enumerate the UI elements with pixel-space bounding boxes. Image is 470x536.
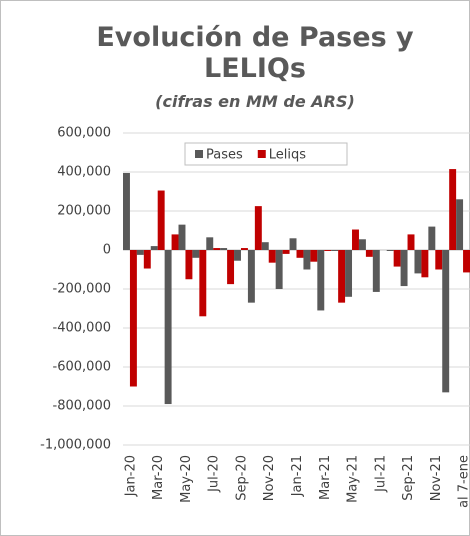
x-tick-group: Jul-20 bbox=[207, 455, 222, 493]
bar bbox=[192, 250, 200, 258]
bar bbox=[338, 250, 346, 303]
bar bbox=[372, 250, 380, 292]
bar bbox=[317, 250, 325, 311]
bar bbox=[352, 229, 359, 250]
bar bbox=[428, 226, 436, 250]
bar bbox=[164, 250, 172, 405]
bar bbox=[136, 250, 144, 255]
y-tick-label: -600,000 bbox=[53, 360, 111, 375]
bar bbox=[178, 224, 186, 250]
legend-label: Pases bbox=[206, 148, 243, 163]
bar bbox=[268, 250, 276, 263]
bar bbox=[227, 250, 235, 285]
x-tick-group: Jul-21 bbox=[373, 455, 388, 493]
bar bbox=[254, 206, 262, 250]
bar bbox=[275, 250, 283, 289]
bar bbox=[442, 250, 450, 393]
x-tick-label: Jan-20 bbox=[123, 455, 138, 497]
bar bbox=[365, 250, 373, 257]
bar bbox=[206, 237, 214, 250]
x-tick-group: Mar-21 bbox=[318, 455, 333, 500]
bar bbox=[358, 239, 366, 250]
bar bbox=[282, 250, 290, 254]
bar bbox=[240, 248, 248, 250]
bar bbox=[157, 190, 165, 250]
bar bbox=[289, 238, 297, 250]
x-tick-label: Jul-20 bbox=[207, 455, 222, 493]
x-tick-label: Mar-20 bbox=[151, 455, 166, 500]
x-tick-group: Jan-21 bbox=[290, 455, 305, 497]
x-tick-group: Mar-20 bbox=[151, 455, 166, 500]
x-tick-group: Sep-20 bbox=[234, 455, 249, 501]
x-tick-label: May-21 bbox=[346, 455, 361, 503]
x-tick-group: Nov-20 bbox=[262, 455, 277, 501]
bar bbox=[129, 250, 137, 387]
y-tick-label: -800,000 bbox=[53, 399, 111, 414]
bar bbox=[393, 250, 401, 267]
bar bbox=[421, 250, 429, 278]
bar bbox=[324, 250, 332, 251]
bar bbox=[296, 250, 304, 258]
bar bbox=[171, 234, 179, 250]
bar bbox=[261, 242, 269, 250]
x-tick-group: Nov-21 bbox=[429, 455, 444, 501]
y-tick-label: -200,000 bbox=[53, 282, 111, 297]
bar bbox=[435, 250, 443, 270]
chart-subtitle: (cifras en MM de ARS) bbox=[155, 92, 355, 111]
y-tick-label: -400,000 bbox=[53, 321, 111, 336]
bar bbox=[463, 250, 470, 273]
x-tick-group: al 7-ene bbox=[457, 455, 470, 508]
legend-swatch bbox=[257, 150, 266, 158]
x-tick-label: Jul-21 bbox=[373, 455, 388, 493]
chart-title: Evolución de Pases y LELIQs bbox=[96, 22, 414, 84]
x-tick-label: Sep-20 bbox=[234, 455, 249, 501]
bar bbox=[331, 250, 339, 251]
x-tick-group: Jan-20 bbox=[123, 455, 138, 497]
x-tick-label: May-20 bbox=[179, 455, 194, 503]
legend-swatch bbox=[195, 150, 203, 158]
bar bbox=[407, 234, 415, 250]
x-tick-group: May-21 bbox=[346, 455, 361, 503]
legend-label: Leliqs bbox=[269, 148, 306, 163]
x-tick-group: May-20 bbox=[179, 455, 194, 503]
y-tick-label: -1,000,000 bbox=[40, 438, 111, 453]
x-tick-label: Nov-20 bbox=[262, 455, 277, 501]
x-tick-label: Jan-21 bbox=[290, 455, 305, 497]
bar bbox=[220, 248, 228, 250]
bar bbox=[199, 250, 207, 317]
bar bbox=[213, 248, 221, 250]
y-tick-label: 400,000 bbox=[57, 165, 111, 180]
x-tick-label: Nov-21 bbox=[429, 455, 444, 501]
bar bbox=[449, 169, 457, 250]
bar bbox=[456, 199, 464, 250]
bar bbox=[150, 246, 158, 250]
y-tick-label: 600,000 bbox=[57, 126, 111, 141]
bar bbox=[414, 250, 422, 274]
x-tick-label: Sep-21 bbox=[401, 455, 416, 501]
bar bbox=[400, 250, 408, 287]
bar bbox=[185, 250, 193, 280]
legend-box bbox=[184, 142, 348, 166]
bar bbox=[345, 250, 353, 297]
bar bbox=[386, 250, 394, 251]
x-tick-label: Mar-21 bbox=[318, 455, 333, 500]
bar bbox=[123, 172, 130, 250]
bar bbox=[234, 250, 241, 261]
bar bbox=[143, 250, 151, 269]
y-tick-label: 200,000 bbox=[57, 204, 111, 219]
y-tick-label: 0 bbox=[103, 243, 111, 258]
bar bbox=[303, 250, 311, 270]
bar bbox=[247, 250, 255, 303]
x-tick-label: al 7-ene bbox=[457, 455, 470, 508]
bar bbox=[310, 250, 318, 262]
x-tick-group: Sep-21 bbox=[401, 455, 416, 501]
